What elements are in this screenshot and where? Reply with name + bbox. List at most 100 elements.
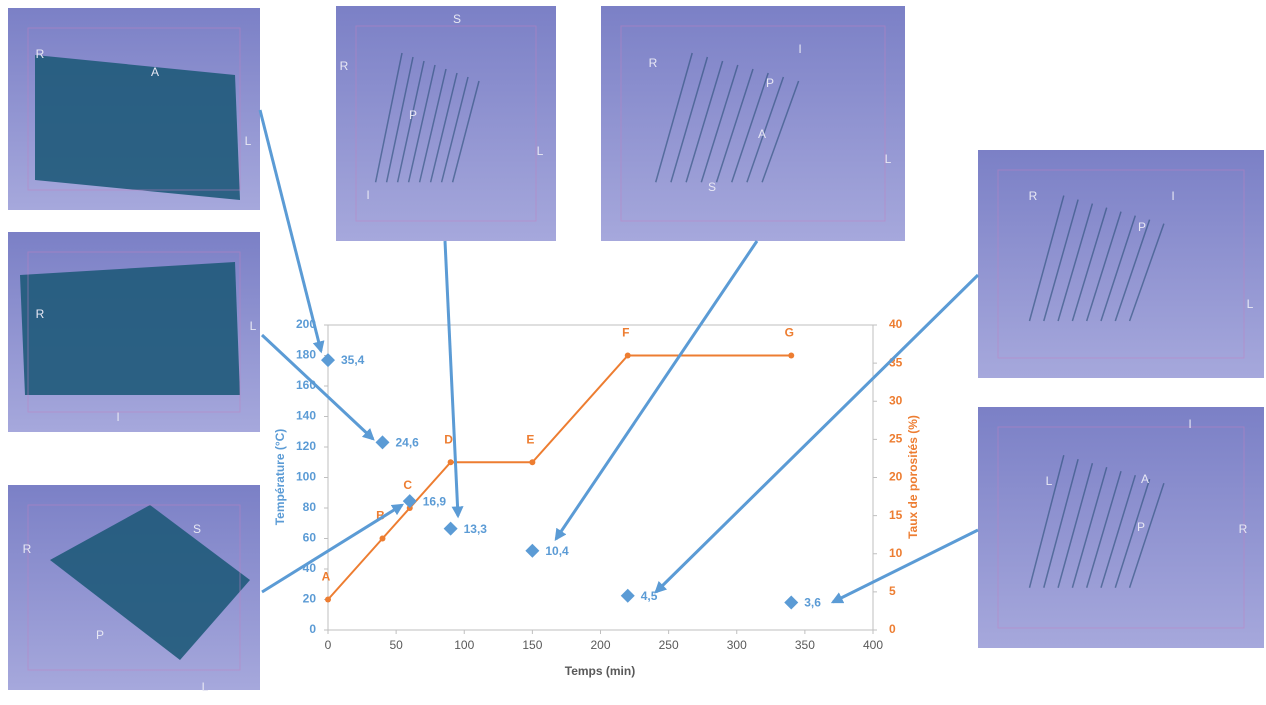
pore-streak	[407, 64, 436, 183]
y-tick-label: 200	[296, 317, 316, 331]
orientation-label: I	[366, 188, 369, 202]
diamond-marker	[620, 588, 635, 603]
x-tick-label: 350	[795, 638, 815, 652]
sample-volume	[35, 55, 240, 200]
data-label: 13,3	[464, 522, 488, 536]
pore-streak	[374, 52, 403, 183]
diamond-marker	[375, 435, 390, 450]
orientation-label: R	[36, 307, 45, 321]
x-tick-label: 150	[522, 638, 542, 652]
thumbnail: R L I	[8, 232, 260, 432]
orientation-label: P	[1138, 220, 1146, 234]
pore-streak	[761, 80, 800, 183]
bounding-box	[997, 426, 1245, 629]
y-tick-label: 60	[303, 531, 317, 545]
x-tick-label: 250	[659, 638, 679, 652]
orientation-label: R	[23, 542, 32, 556]
pore-streak	[1085, 211, 1122, 322]
pore-streak	[1043, 459, 1079, 588]
pore-streak	[746, 76, 785, 183]
y-tick-label: 100	[296, 470, 316, 484]
bounding-box	[27, 251, 241, 413]
pore-streak	[670, 56, 709, 183]
orientation-label: R	[1029, 189, 1038, 203]
thumbnail: R I P A L S	[601, 6, 905, 241]
data-label: 24,6	[396, 436, 420, 450]
diamond-marker	[321, 353, 335, 368]
pore-streak	[1057, 463, 1094, 588]
orientation-label: L	[1046, 474, 1053, 488]
pore-streak	[385, 56, 414, 183]
arrow	[261, 503, 405, 594]
pore-streak	[1071, 466, 1108, 588]
pore-streak	[1100, 474, 1137, 588]
y-tick-label: 80	[303, 500, 317, 514]
orientation-label: I	[1188, 417, 1191, 431]
data-label: 4,5	[641, 589, 658, 603]
arrows	[258, 109, 980, 604]
y2-tick-label: 20	[889, 470, 903, 484]
orientation-label: S	[453, 12, 461, 26]
data-label: 35,4	[341, 353, 365, 367]
orientation-label: A	[758, 127, 766, 141]
x-tick-label: 100	[454, 638, 474, 652]
thumbnail-image	[978, 407, 1264, 648]
orientation-label: A	[151, 65, 159, 79]
bounding-box	[355, 25, 537, 222]
pore-streak	[1057, 203, 1094, 322]
thumbnail: S R P L I	[336, 6, 556, 241]
x-tick-label: 400	[863, 638, 883, 652]
pore-streak	[429, 72, 458, 183]
pore-streak	[1028, 455, 1065, 588]
pore-streak	[1085, 470, 1122, 588]
data-label: 16,9	[423, 494, 447, 508]
data-label: 10,4	[545, 544, 569, 558]
y2-tick-label: 40	[889, 317, 903, 331]
arrow	[258, 109, 325, 354]
orientation-label: R	[340, 59, 349, 73]
orientation-label: I	[1171, 189, 1174, 203]
diamond-marker	[443, 521, 458, 536]
y2-tick-label: 30	[889, 393, 903, 407]
orientation-label: L	[250, 319, 257, 333]
bounding-box	[27, 504, 241, 671]
thumbnail: R S P L	[8, 485, 260, 694]
pore-streak	[396, 60, 425, 183]
pore-streak	[1114, 478, 1151, 588]
diamond-marker	[402, 494, 417, 509]
orientation-label: L	[245, 134, 252, 148]
pore-streak	[685, 60, 724, 183]
y-tick-label: 120	[296, 439, 316, 453]
y2-axis-title: Taux de porosités (%)	[906, 415, 920, 539]
pore-streak	[700, 64, 739, 183]
point-label: D	[444, 432, 453, 446]
thumbnail-image	[601, 6, 905, 241]
y-tick-label: 0	[309, 622, 316, 636]
orientation-label: L	[1247, 297, 1254, 311]
y2-tick-label: 25	[889, 432, 903, 446]
pore-streak	[731, 72, 769, 183]
pore-streak	[654, 52, 693, 183]
arrow	[260, 333, 375, 441]
point-label: B	[376, 509, 385, 523]
y2-tick-label: 5	[889, 584, 896, 598]
thumbnails: R A L R L I R S P L S R P L I R I P A L S R I P L I L A P R	[8, 6, 1264, 694]
pore-streak	[451, 80, 480, 183]
thumbnail-image	[978, 150, 1264, 378]
point-label: C	[403, 478, 412, 492]
bounding-box	[27, 27, 241, 191]
x-tick-label: 300	[727, 638, 747, 652]
orientation-label: P	[1137, 520, 1145, 534]
pore-streak	[1114, 219, 1151, 322]
sample-volume	[20, 262, 240, 395]
pore-streak	[1128, 482, 1165, 588]
bounding-box	[620, 25, 886, 222]
y-tick-label: 160	[296, 378, 316, 392]
pore-streak	[715, 68, 754, 183]
point-label: A	[322, 570, 331, 584]
point-label: F	[622, 326, 629, 340]
diamond-marker	[784, 595, 799, 610]
arrow	[554, 240, 759, 541]
thumbnail: I L A P R	[978, 407, 1264, 648]
sample-volume	[50, 505, 250, 660]
